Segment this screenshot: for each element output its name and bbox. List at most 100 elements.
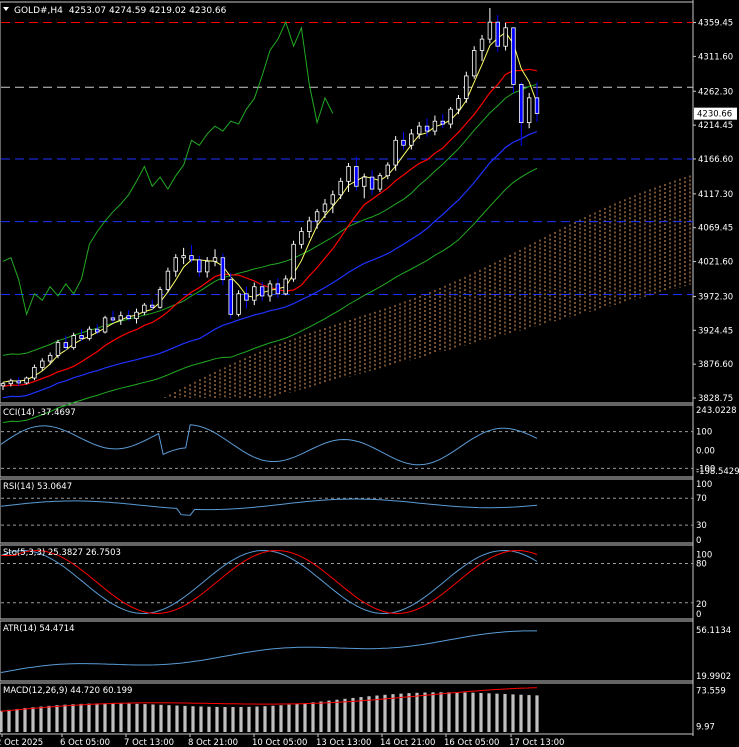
cci-axis-label: -100	[696, 464, 715, 474]
candle-body	[354, 166, 359, 187]
macd-histogram-bar	[231, 707, 235, 732]
candle-body	[471, 50, 477, 77]
lagging-span-line	[2, 20, 334, 317]
price-tick-label: 4069.45	[698, 224, 733, 234]
cci-label: CCI(14) -37.4697	[3, 408, 76, 418]
macd-histogram-bar	[375, 695, 379, 732]
rsi-line	[0, 498, 538, 516]
candle-body	[126, 315, 131, 319]
macd-histogram-bar	[311, 702, 315, 732]
candle-body	[165, 270, 171, 290]
macd-histogram-bar	[55, 705, 59, 732]
rsi-axis-label: 30	[696, 521, 707, 531]
upper-band-line	[2, 83, 538, 356]
candle-body	[267, 283, 273, 297]
candle-body	[456, 98, 461, 110]
time-tick-label: 13 Oct 13:00	[316, 738, 371, 747]
candle-body	[377, 175, 383, 190]
macd-histogram-bar	[391, 694, 395, 732]
macd-histogram-bar	[511, 694, 515, 732]
macd-histogram-bar	[175, 705, 179, 732]
price-tick-label: 3828.75	[698, 394, 733, 404]
candle-body	[526, 97, 532, 124]
macd-histogram-bar	[39, 706, 43, 732]
macd-histogram-bar	[407, 693, 411, 732]
candle-body	[346, 166, 351, 182]
candle-body	[204, 260, 210, 273]
cci-line	[0, 424, 538, 466]
atr-label: ATR(14) 54.4714	[3, 624, 75, 634]
time-tick-label: 14 Oct 21:00	[380, 738, 435, 747]
macd-histogram-bar	[199, 706, 203, 732]
macd-histogram-bar	[487, 693, 491, 732]
macd-histogram-bar	[127, 703, 131, 732]
candle-body	[79, 335, 84, 339]
macd-histogram-bar	[327, 700, 331, 732]
candle-body	[24, 377, 29, 384]
macd-histogram-bar	[239, 706, 243, 732]
macd-histogram-bar	[535, 695, 539, 732]
pane-rsi	[0, 478, 694, 544]
candle-body	[362, 176, 367, 187]
pane-atr	[0, 620, 694, 682]
time-tick-label: 2 Oct 2025	[0, 738, 43, 747]
macd-histogram-bar	[63, 704, 67, 732]
macd-histogram-bar	[303, 703, 307, 732]
current-price-label: 4230.66	[697, 110, 732, 120]
macd-histogram-bar	[519, 694, 523, 732]
macd-histogram-bar	[471, 692, 475, 732]
price-tick-label: 4359.45	[698, 19, 733, 29]
rsi-axis-label: 70	[696, 494, 707, 504]
current-price-box	[694, 107, 737, 120]
atr-axis-label: 19.9902	[696, 672, 731, 682]
macd-histogram-bar	[527, 695, 531, 732]
price-tick-label: 4214.45	[698, 121, 733, 131]
candle-body	[0, 383, 6, 387]
candle-body	[220, 257, 226, 281]
candle-body	[385, 164, 390, 177]
candle-body	[110, 317, 116, 321]
candle-body	[417, 125, 422, 135]
macd-histogram-bar	[167, 705, 171, 732]
slow-ma-line	[2, 130, 538, 399]
candle-body	[118, 315, 123, 321]
macd-histogram-bar	[335, 699, 339, 732]
candle-body	[448, 108, 453, 125]
candle-body	[71, 335, 76, 348]
candle-body	[275, 283, 281, 295]
sto-axis-label: 0	[696, 610, 701, 620]
macd-histogram-bar	[135, 703, 139, 732]
rsi-axis-label: 0	[696, 536, 701, 546]
menu-triangle-icon[interactable]	[3, 7, 9, 11]
candle-body	[369, 176, 375, 190]
macd-histogram-bar	[23, 708, 27, 732]
price-tick-label: 3876.60	[698, 360, 733, 370]
candle-body	[252, 286, 257, 301]
macd-histogram-bar	[479, 692, 483, 732]
candle-body	[487, 21, 493, 40]
macd-histogram-bar	[215, 706, 219, 732]
pane-cci	[0, 404, 694, 478]
rsi-label: RSI(14) 53.0647	[3, 482, 72, 492]
sto-axis-label: 80	[696, 560, 707, 570]
candle-body	[424, 125, 430, 132]
time-tick-label: 7 Oct 13:00	[124, 738, 174, 747]
price-tick-label: 4262.30	[698, 87, 733, 97]
macd-histogram-bar	[255, 706, 259, 732]
price-tick-label: 4311.60	[698, 52, 733, 62]
candle-body	[173, 257, 178, 272]
macd-histogram-bar	[223, 707, 227, 732]
macd-histogram-bar	[183, 705, 187, 732]
macd-histogram-bar	[71, 704, 75, 732]
macd-histogram-bar	[431, 692, 435, 732]
macd-histogram-bar	[351, 697, 355, 732]
candle-body	[102, 317, 108, 333]
atr-line	[0, 630, 537, 673]
price-tick-label: 4117.30	[698, 190, 733, 200]
candle-body	[519, 84, 524, 124]
macd-histogram-bar	[463, 692, 467, 732]
macd-histogram-bar	[359, 697, 363, 732]
pane-main	[0, 1, 694, 404]
macd-axis-label: 9.97	[696, 722, 715, 732]
macd-histogram-bar	[455, 692, 459, 732]
